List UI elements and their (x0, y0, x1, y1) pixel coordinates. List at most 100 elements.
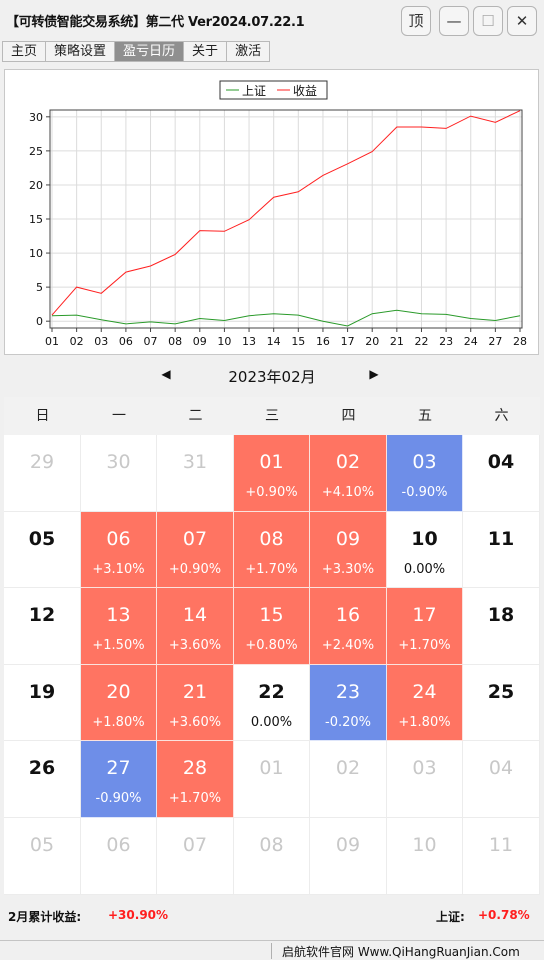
x-tick-label: 08 (168, 335, 182, 348)
weekday-label: 六 (494, 408, 509, 424)
monthly-return-label: 2月累计收益: (8, 910, 82, 924)
day-number: 03 (412, 451, 437, 473)
calendar-day-cell[interactable]: 08 (234, 818, 310, 895)
day-number: 23 (335, 680, 361, 703)
day-number: 29 (29, 451, 55, 473)
calendar-day-cell[interactable]: 09 (310, 818, 387, 895)
calendar-day-cell[interactable]: 04 (463, 741, 540, 818)
index-return-label: 上证: (436, 910, 465, 924)
day-number: 10 (412, 834, 437, 856)
x-tick-label: 22 (414, 335, 428, 348)
day-number: 01 (259, 757, 284, 780)
chart-panel: 0 5 10 15 20 25 30 01 02 03 06 07 08 09 10 13 14 15 16 17 2… (4, 69, 539, 355)
calendar-day-cell[interactable]: 23 -0.20% (310, 664, 387, 742)
legend-label-return: 收益 (293, 84, 317, 98)
tab-strategy-settings[interactable]: 策略设置 (45, 41, 115, 62)
day-number: 08 (259, 834, 284, 856)
calendar-day-cell[interactable]: 01 (234, 741, 310, 818)
calendar-day-cell[interactable]: 29 (4, 435, 81, 512)
calendar-day-cell[interactable]: 26 (4, 741, 81, 818)
calendar-day-cell[interactable]: 16 +2.40% (310, 588, 387, 665)
calendar-day-cell[interactable]: 03 (387, 741, 463, 818)
y-tick-label: 10 (29, 247, 43, 260)
tab-activate[interactable]: 激活 (226, 41, 271, 62)
calendar-day-cell[interactable]: 06 (81, 818, 157, 895)
maximize-button[interactable]: ☐ (473, 6, 503, 36)
calendar-day-cell[interactable]: 13 +1.50% (81, 588, 157, 665)
pin-top-button[interactable]: 顶 (401, 6, 431, 36)
monthly-return-value: +30.90% (108, 908, 169, 922)
website-link[interactable]: 启航软件官网 Www.QiHangRuanJian.Com (282, 945, 520, 959)
calendar-day-cell[interactable]: 11 (463, 818, 540, 895)
calendar-day-cell[interactable]: 17 +1.70% (387, 588, 463, 665)
day-return: +2.40% (321, 638, 375, 654)
calendar-day-cell[interactable]: 22 0.00% (234, 664, 310, 742)
weekday-label: 三 (265, 408, 279, 424)
next-month-button[interactable]: ▶ (369, 367, 379, 381)
calendar-day-cell[interactable]: 02 +4.10% (310, 435, 387, 512)
x-tick-label: 21 (390, 335, 404, 348)
day-number: 11 (488, 834, 514, 856)
calendar-day-cell[interactable]: 06 +3.10% (81, 511, 157, 589)
day-number: 03 (412, 757, 437, 780)
calendar-day-cell[interactable]: 10 0.00% (387, 511, 463, 589)
chart-series (51, 110, 521, 327)
day-number: 15 (259, 604, 284, 627)
calendar-day-cell[interactable]: 01 +0.90% (234, 435, 310, 512)
calendar-day-cell[interactable]: 09 +3.30% (310, 511, 387, 589)
x-tick-label: 02 (70, 335, 84, 348)
close-button[interactable]: ✕ (507, 6, 537, 36)
day-number: 05 (28, 527, 56, 550)
day-return: +3.60% (168, 714, 222, 730)
tab-pnl-calendar[interactable]: 盈亏日历 (114, 41, 184, 62)
tab-bar: 主页 策略设置 盈亏日历 关于 激活 (2, 41, 271, 62)
prev-month-button[interactable]: ◀ (161, 367, 171, 381)
tab-home[interactable]: 主页 (2, 41, 46, 62)
day-return: +3.10% (92, 561, 145, 577)
calendar-day-cell[interactable]: 08 +1.70% (234, 511, 310, 589)
calendar-day-cell[interactable]: 28 +1.70% (157, 741, 234, 818)
day-number: 13 (106, 604, 131, 627)
calendar-day-cell[interactable]: 18 (463, 588, 540, 665)
calendar-day-cell[interactable]: 10 (387, 818, 463, 895)
summary-bar: 2月累计收益: +30.90% 上证: +0.78% (4, 897, 540, 935)
minimize-button[interactable]: — (439, 6, 469, 36)
day-return: -0.20% (325, 714, 371, 730)
pnl-line-chart: 0 5 10 15 20 25 30 01 02 03 06 07 08 09 10 13 14 15 16 17 2… (29, 80, 527, 348)
day-number: 20 (106, 680, 131, 703)
calendar-day-cell[interactable]: 02 (310, 741, 387, 818)
calendar-day-cell[interactable]: 03 -0.90% (387, 435, 463, 512)
day-number: 06 (106, 834, 131, 856)
y-tick-label: 0 (36, 315, 43, 328)
calendar-day-cell[interactable]: 24 +1.80% (387, 664, 463, 742)
calendar-day-cell[interactable]: 04 (463, 435, 540, 512)
calendar-day-cell[interactable]: 15 +0.80% (234, 588, 310, 665)
day-return: 0.00% (250, 714, 293, 730)
calendar-day-cell[interactable]: 11 (463, 511, 540, 589)
x-tick-label: 07 (144, 335, 158, 348)
calendar-day-cell[interactable]: 27 -0.90% (81, 741, 157, 818)
y-tick-label: 15 (29, 213, 43, 226)
calendar-day-cell[interactable]: 19 (4, 664, 81, 742)
day-return: +4.10% (321, 485, 375, 500)
calendar-day-cell[interactable]: 05 (4, 511, 81, 589)
calendar-day-cell[interactable]: 14 +3.60% (157, 588, 234, 665)
day-number: 02 (335, 757, 361, 780)
calendar-day-cell[interactable]: 07 (157, 818, 234, 895)
calendar-day-cell[interactable]: 31 (157, 435, 234, 512)
index-return-value: +0.78% (478, 908, 530, 922)
calendar-day-cell[interactable]: 07 +0.90% (157, 511, 234, 589)
day-number: 07 (182, 834, 208, 856)
weekday-header: 日一二三四五六 (4, 397, 540, 435)
tab-about[interactable]: 关于 (183, 41, 227, 62)
calendar-day-cell[interactable]: 12 (4, 588, 81, 665)
calendar-day-cell[interactable]: 30 (81, 435, 157, 512)
day-return: +0.80% (245, 638, 298, 654)
status-divider (271, 943, 272, 959)
calendar-day-cell[interactable]: 05 (4, 818, 81, 895)
calendar-day-cell[interactable]: 21 +3.60% (157, 664, 234, 742)
series-line-sse (51, 309, 521, 327)
calendar-day-cell[interactable]: 25 (463, 664, 540, 742)
calendar-day-cell[interactable]: 20 +1.80% (81, 664, 157, 742)
day-number: 30 (106, 451, 131, 473)
